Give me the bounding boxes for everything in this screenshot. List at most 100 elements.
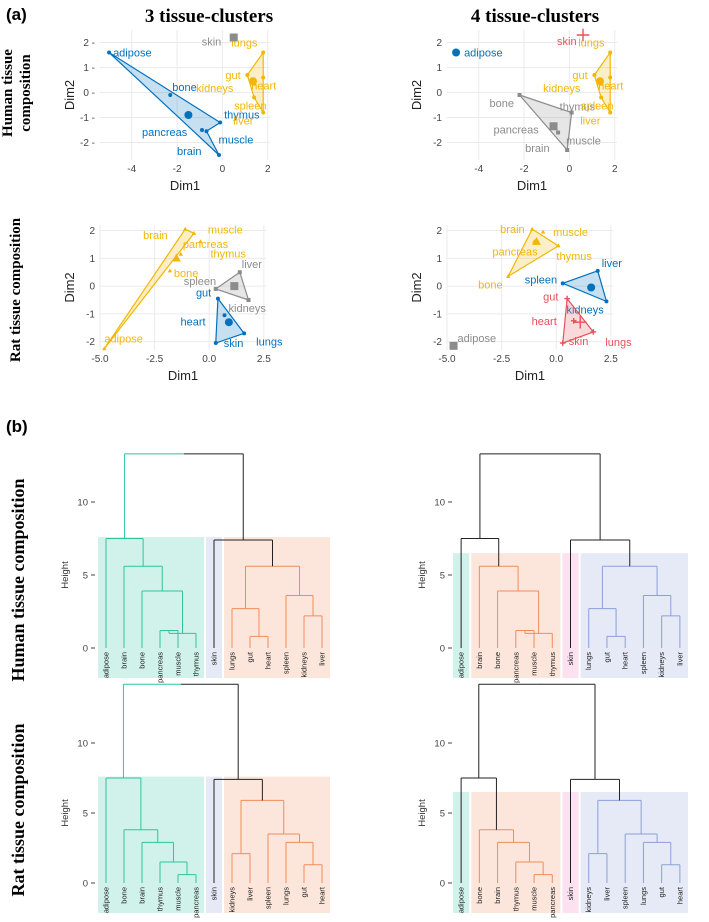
point-label-brain: brain (500, 224, 524, 236)
y-tick-label: -2 (86, 337, 95, 348)
panel-label-b: (b) (6, 417, 28, 436)
point-lungs (242, 331, 247, 336)
point-label-skin: skin (224, 338, 244, 350)
leaf-label-adipose: adipose (457, 652, 466, 678)
x-tick-label: 2.5 (257, 354, 271, 365)
leaf-label-brain: brain (493, 887, 502, 904)
x-tick-label: 2.5 (604, 354, 618, 365)
y-tick-label: 10 (77, 498, 88, 509)
y-tick-label: 5 (440, 809, 445, 820)
leaf-label-liver: liver (318, 652, 327, 666)
x-tick-label: -5.0 (91, 354, 109, 365)
leaf-label-skin: skin (566, 887, 575, 900)
y-axis-label: Dim2 (409, 272, 424, 302)
leaf-label-pancreas: pancreas (548, 887, 557, 918)
point-heart (222, 313, 227, 318)
point-label-adipose: adipose (464, 48, 503, 60)
cluster-hull-yellow (103, 228, 195, 349)
cluster-box-orange (224, 537, 330, 678)
leaf-label-heart: heart (318, 886, 327, 904)
column-title-3: 3 tissue-clusters (145, 6, 273, 27)
cluster-center-yellow (249, 77, 257, 86)
cluster-center-gray (449, 341, 458, 350)
x-tick-label: -2 (520, 164, 529, 175)
leaf-label-thymus: thymus (511, 887, 520, 911)
x-tick-label: 0.0 (549, 354, 563, 365)
point-label-heart: heart (598, 81, 623, 93)
dendrogram-human-4: 0 5 10 Height adipose brain bone pancreas muscle… (417, 453, 688, 683)
y-axis-label: Dim2 (409, 80, 424, 110)
y-tick-label: 2 (89, 226, 95, 237)
row-label-rat-dendro: Rat tissue composition (8, 723, 28, 896)
cluster-box-orange (471, 792, 561, 913)
dendrogram-rat-4: 0 5 10 Height adipose bone brain thymus muscle pa… (417, 683, 688, 918)
point-thymus (569, 110, 574, 115)
x-axis-label: Dim1 (168, 368, 198, 383)
x-tick-label: -4 (127, 164, 136, 175)
point-label-spleen: spleen (581, 101, 613, 113)
point-label-muscle: muscle (219, 134, 254, 146)
point-gut (592, 73, 597, 77)
point-muscle (191, 230, 197, 235)
panel-label-a: (a) (6, 5, 27, 24)
y-tick-label: 0 (436, 282, 442, 293)
point-label-muscle: muscle (566, 136, 601, 148)
x-axis-label: Dim1 (517, 178, 547, 193)
point-label-adipose: adipose (458, 333, 497, 345)
point-label-gut: gut (196, 288, 211, 300)
leaf-label-lungs: lungs (639, 887, 648, 905)
point-label-kidneys: kidneys (543, 83, 581, 95)
point-label-brain: brain (177, 146, 201, 158)
point-label-liver: liver (602, 258, 623, 270)
y-tick-label: 5 (83, 571, 88, 582)
point-label-gut: gut (225, 70, 240, 82)
leaf-label-bone: bone (120, 887, 129, 904)
x-axis-label: Dim1 (515, 368, 545, 383)
cluster-center-blue (224, 318, 233, 327)
y-tick-label: 2 (436, 38, 442, 49)
y-tick-label: 10 (434, 739, 445, 750)
point-adipose (107, 50, 112, 55)
y-tick-label: 0 (440, 879, 445, 890)
cluster-center-blue (452, 48, 461, 57)
row-label-human-dendro: Human tissue composition (8, 478, 28, 681)
point-label-kidneys: kidneys (196, 83, 234, 95)
leaf-label-liver: liver (675, 652, 684, 666)
x-tick-label: 2 (265, 164, 271, 175)
point-kidneys (604, 299, 609, 304)
leaf-label-muscle: muscle (174, 887, 183, 911)
y-tick-label: -2 (433, 337, 442, 348)
point-label-adipose: adipose (104, 334, 143, 346)
x-tick-label: 0.0 (202, 354, 216, 365)
cluster-hull-blue (561, 270, 608, 303)
point-brain (565, 148, 570, 152)
point-thymus (556, 243, 561, 248)
point-pancreas (178, 251, 184, 256)
point-label-bone: bone (174, 268, 198, 280)
point-label-heart: heart (181, 316, 206, 328)
y-tick-label: 5 (440, 571, 445, 582)
y-tick-label: 1 - (83, 63, 95, 74)
point-muscle (204, 129, 209, 134)
leaf-label-gut: gut (300, 886, 309, 897)
point-spleen (213, 286, 218, 291)
cluster-hull-red (562, 297, 595, 344)
point-label-gut: gut (572, 70, 587, 82)
cluster-center-gray (549, 122, 558, 131)
point-skin (213, 341, 218, 346)
cluster-box-teal (98, 776, 204, 913)
point-label-lungs: lungs (605, 337, 632, 349)
point-label-thymus: thymus (560, 102, 596, 114)
point-liver (595, 268, 600, 273)
cluster-center-yellow (532, 236, 541, 245)
point-spleen (599, 95, 604, 100)
leaf-label-gut: gut (246, 651, 255, 662)
point-label-brain: brain (143, 230, 167, 242)
cluster-box-lavender (580, 792, 688, 913)
dendrogram-rat-3: 0 5 10 Height adipose bone brain thymus muscle pa… (60, 683, 330, 918)
point-heart (261, 75, 266, 80)
y-tick-label: -1 (433, 309, 442, 320)
y-tick-label: 1 (436, 254, 442, 265)
point-label-thymus: thymus (556, 251, 592, 263)
